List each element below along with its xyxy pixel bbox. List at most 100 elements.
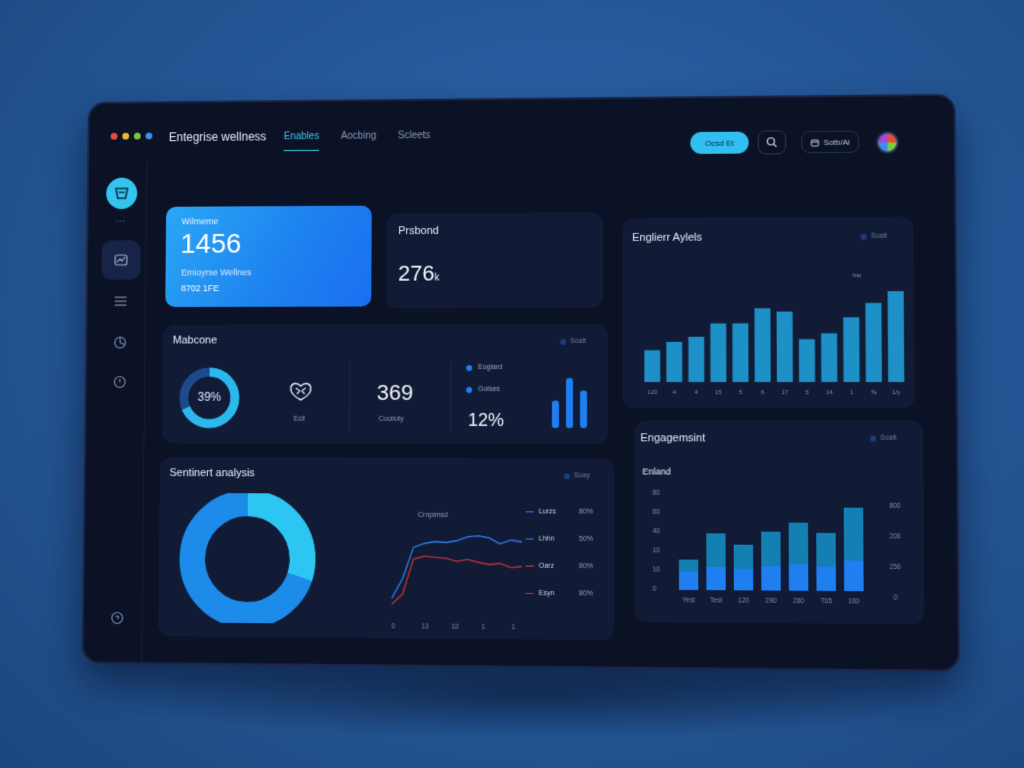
sidebar-item-help[interactable] — [97, 598, 137, 638]
y-tick-label: 10 — [653, 566, 661, 573]
engagement-chip-label: Soalt — [880, 435, 896, 442]
bar — [644, 350, 660, 382]
x-tick-label: 1 — [850, 390, 853, 396]
x-tick-label: 17 — [782, 390, 789, 396]
bar-lower — [734, 569, 753, 590]
legend-value: 50% — [579, 536, 593, 543]
mabcone-divider-2 — [450, 362, 451, 432]
x-tick-label: T05 — [821, 598, 833, 605]
x-tick-label: 120 — [647, 390, 658, 396]
calendar-icon — [810, 138, 819, 147]
power-icon — [113, 375, 127, 389]
mini-bar — [580, 391, 587, 429]
mabcone-divider — [349, 362, 350, 432]
x-tick-label: 13 — [421, 623, 429, 630]
bar — [843, 317, 859, 382]
engagement-chip[interactable]: Soalt — [870, 435, 897, 442]
prsbond-unit: k — [434, 273, 439, 284]
window-dot[interactable] — [134, 133, 141, 140]
x-tick-label: 4 — [673, 390, 677, 396]
legend-value: 80% — [579, 590, 593, 597]
search-button[interactable] — [758, 130, 786, 154]
bar — [688, 337, 704, 382]
x-tick-label: 290 — [766, 598, 778, 605]
y-right-tick-label: 800 — [889, 503, 901, 510]
bar — [821, 333, 837, 382]
mabcone-chip-label: Soalt — [570, 338, 586, 345]
settings-button[interactable]: Sotb/Al — [801, 131, 859, 153]
window-dot[interactable] — [122, 133, 129, 140]
window-controls — [111, 133, 153, 140]
tab-aocbing[interactable]: Aocbing — [341, 131, 377, 151]
search-icon — [766, 136, 778, 148]
x-tick-label: 1/y — [892, 390, 900, 396]
y-tick-label: 0 — [653, 586, 657, 593]
x-tick-label: 1 — [512, 624, 516, 631]
mabcone-card: Mabcone Soalt 39% Ecil 369 Coolioty Eogl… — [162, 324, 608, 444]
bar-lower — [816, 566, 836, 591]
engagement-chart: 806040101008002002500Yest Test 120 290 260 T0… — [640, 487, 918, 616]
sidebar-item-list[interactable] — [101, 282, 140, 321]
x-tick-label: 260 — [793, 598, 805, 605]
sidebar-separator: • • • — [116, 219, 125, 225]
bar-upper — [706, 533, 725, 567]
mabcone-title: Mabcone — [173, 335, 217, 347]
engagement-title: Engagemsint — [640, 432, 705, 444]
tab-bar: Enables Aocbing Scleets — [284, 130, 431, 151]
bar-upper — [816, 533, 836, 567]
bar-lower — [761, 566, 780, 591]
sentiment-chip[interactable]: Soay — [564, 472, 590, 479]
y-tick-label: 10 — [653, 547, 661, 554]
wellness-hero-card[interactable]: Wilmeme 1456 Emioyrse Wellnes 8702 1FE — [165, 206, 371, 307]
engagement-analysis-chart: 120 4 4 15 5 6 17 5 14 1 Te 1/y — [632, 277, 906, 400]
brain-icon — [288, 380, 314, 402]
brain-label: Ecil — [294, 416, 305, 423]
bar — [732, 323, 748, 382]
sentiment-title: Sentinert analysis — [169, 467, 254, 479]
prsbond-value: 276 — [398, 261, 434, 286]
engagement-analysis-chip[interactable]: Soalt — [861, 233, 888, 240]
chip-dot — [564, 473, 570, 479]
app-logo[interactable] — [106, 178, 137, 210]
legend-label: Esyn — [539, 590, 579, 597]
top-bar: Entegrise wellness Enables Aocbing Sclee… — [89, 96, 954, 190]
mabcone-mini-bars — [548, 374, 592, 430]
chart-icon — [113, 252, 129, 268]
mabcone-metric-value: 369 — [377, 380, 414, 406]
tab-enables[interactable]: Enables — [284, 131, 320, 151]
x-tick-label: 5 — [805, 390, 809, 396]
sentiment-legend-item: Esyn 80% — [526, 590, 607, 598]
sentiment-legend-item: Lhhn 50% — [526, 535, 606, 542]
mabcone-metric-label: Coolioty — [379, 416, 404, 423]
engagement-subtitle: Enland — [642, 466, 670, 476]
x-tick-label: 15 — [715, 390, 722, 396]
prsbond-value-wrap: 276k — [398, 261, 439, 287]
primary-action-button[interactable]: Ocsd Et — [690, 132, 748, 154]
mabcone-legend-item: Golses — [466, 386, 500, 393]
bar-lower — [789, 564, 809, 591]
sidebar-item-timer[interactable] — [100, 362, 139, 401]
y-right-tick-label: 200 — [890, 533, 902, 540]
settings-label: Sotb/Al — [823, 137, 849, 146]
prsbond-card: Prsbond 276k — [386, 212, 603, 308]
sidebar-item-charts[interactable] — [101, 240, 140, 279]
x-tick-label: 14 — [826, 390, 834, 396]
hero-subtitle: Emioyrse Wellnes — [181, 267, 251, 277]
x-tick-label: 0 — [392, 623, 396, 630]
bar-lower — [844, 560, 864, 591]
mabcone-filter-chip[interactable]: Soalt — [560, 338, 586, 345]
legend-swatch — [526, 593, 534, 594]
sidebar-item-analytics[interactable] — [100, 323, 139, 362]
legend-label: Oarz — [539, 563, 579, 570]
window-dot[interactable] — [111, 133, 118, 140]
avatar[interactable] — [876, 131, 899, 153]
tab-scleets[interactable]: Scleets — [398, 130, 430, 150]
legend-label: Eoglard — [478, 364, 502, 371]
y-tick-label: 60 — [653, 509, 661, 516]
legend-dot — [466, 365, 472, 371]
sentiment-legend-item: Oarz 80% — [526, 563, 606, 571]
x-tick-label: Test — [710, 597, 722, 604]
window-dot[interactable] — [146, 133, 153, 140]
mabcone-legend-item: Eoglard — [466, 364, 502, 371]
sidebar: • • • — [84, 162, 148, 662]
